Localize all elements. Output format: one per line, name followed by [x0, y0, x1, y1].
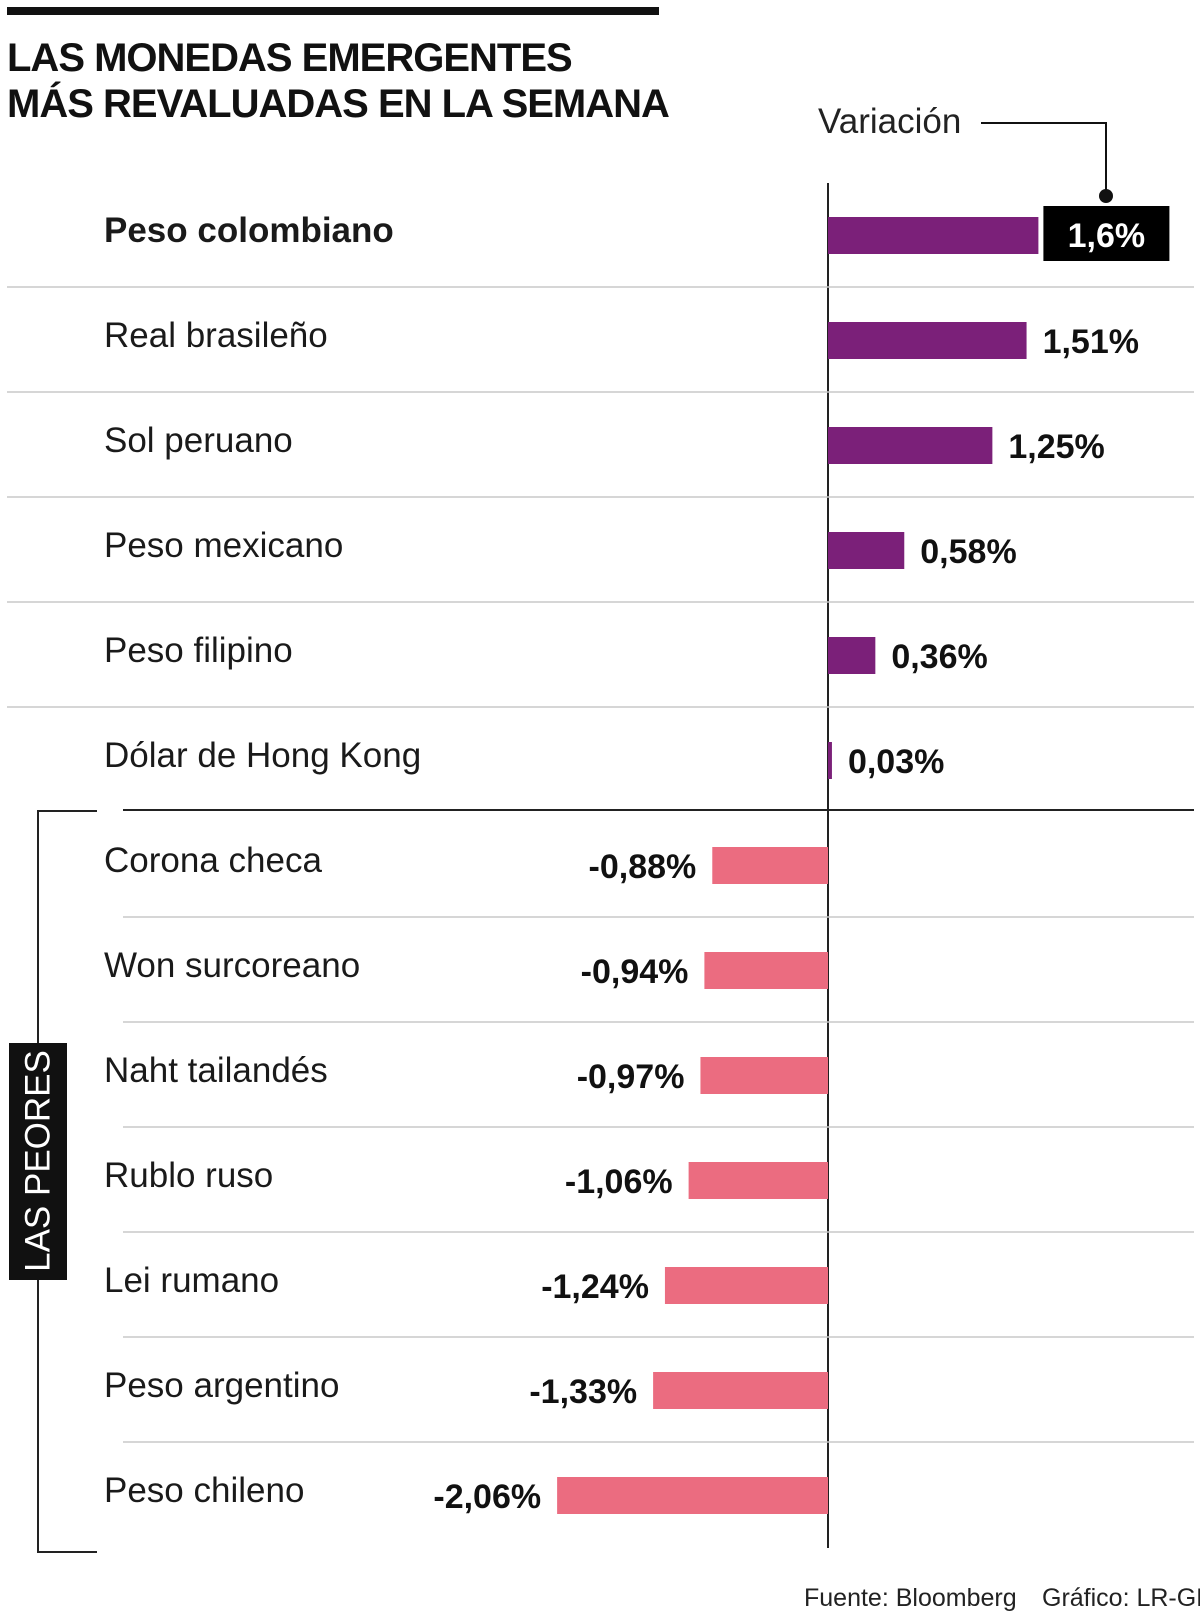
category-label-sol-peruano: Sol peruano	[104, 421, 293, 460]
value-label-peso-mexicano: 0,58%	[920, 533, 1016, 571]
value-label-corona-checa: -0,88%	[589, 848, 697, 886]
bar-naht-tailandes	[700, 1057, 828, 1094]
category-label-peso-colombiano: Peso colombiano	[104, 211, 394, 250]
bar-sol-peruano	[828, 427, 993, 464]
bar-lei-rumano	[664, 1267, 828, 1304]
value-label-peso-argentino: -1,33%	[529, 1373, 637, 1411]
value-label-peso-chileno: -2,06%	[433, 1478, 541, 1516]
group-label-las-peores: LAS PEORES	[18, 1050, 58, 1272]
category-label-corona-checa: Corona checa	[104, 841, 322, 880]
variation-leader-dot	[1099, 189, 1113, 203]
value-label-naht-tailandes: -0,97%	[577, 1058, 685, 1096]
chart-title-line-2: MÁS REVALUADAS EN LA SEMANA	[7, 82, 670, 126]
value-label-real-brasileno: 1,51%	[1043, 323, 1139, 361]
category-label-peso-filipino: Peso filipino	[104, 631, 293, 670]
value-label-dolar-de-hong-kong: 0,03%	[848, 743, 944, 781]
category-label-naht-tailandes: Naht tailandés	[104, 1051, 328, 1090]
top-rule	[7, 7, 659, 15]
highlight-value-box	[1043, 206, 1170, 261]
chart-title-line-1: LAS MONEDAS EMERGENTES	[7, 36, 573, 80]
bar-dolar-de-hong-kong	[828, 742, 832, 779]
bar-won-surcoreano	[704, 952, 828, 989]
value-label-sol-peruano: 1,25%	[1008, 428, 1104, 466]
category-label-real-brasileno: Real brasileño	[104, 316, 328, 355]
bar-peso-mexicano	[828, 532, 905, 569]
footer-credit: Gráfico: LR-GR	[1042, 1584, 1200, 1612]
group-label-box	[9, 1043, 67, 1280]
category-label-peso-argentino: Peso argentino	[104, 1366, 340, 1405]
value-label-lei-rumano: -1,24%	[541, 1268, 649, 1306]
variation-label: Variación	[818, 102, 962, 141]
bar-corona-checa	[712, 847, 828, 884]
variation-leader-line	[981, 122, 1107, 195]
bar-peso-argentino	[653, 1372, 828, 1409]
category-label-peso-mexicano: Peso mexicano	[104, 526, 344, 565]
category-label-rublo-ruso: Rublo ruso	[104, 1156, 274, 1195]
value-label-peso-filipino: 0,36%	[891, 638, 987, 676]
category-label-dolar-de-hong-kong: Dólar de Hong Kong	[104, 736, 422, 775]
category-label-won-surcoreano: Won surcoreano	[104, 946, 361, 985]
bar-real-brasileno	[828, 322, 1027, 359]
bar-peso-colombiano	[828, 217, 1039, 254]
bar-peso-chileno	[557, 1477, 828, 1514]
bar-peso-filipino	[828, 637, 876, 674]
category-label-lei-rumano: Lei rumano	[104, 1261, 280, 1300]
value-label-peso-colombiano: 1,6%	[1068, 217, 1146, 255]
footer-source: Fuente: Bloomberg	[804, 1584, 1017, 1612]
category-label-peso-chileno: Peso chileno	[104, 1471, 305, 1510]
bar-rublo-ruso	[688, 1162, 828, 1199]
value-label-rublo-ruso: -1,06%	[565, 1163, 673, 1201]
value-label-won-surcoreano: -0,94%	[581, 953, 689, 991]
